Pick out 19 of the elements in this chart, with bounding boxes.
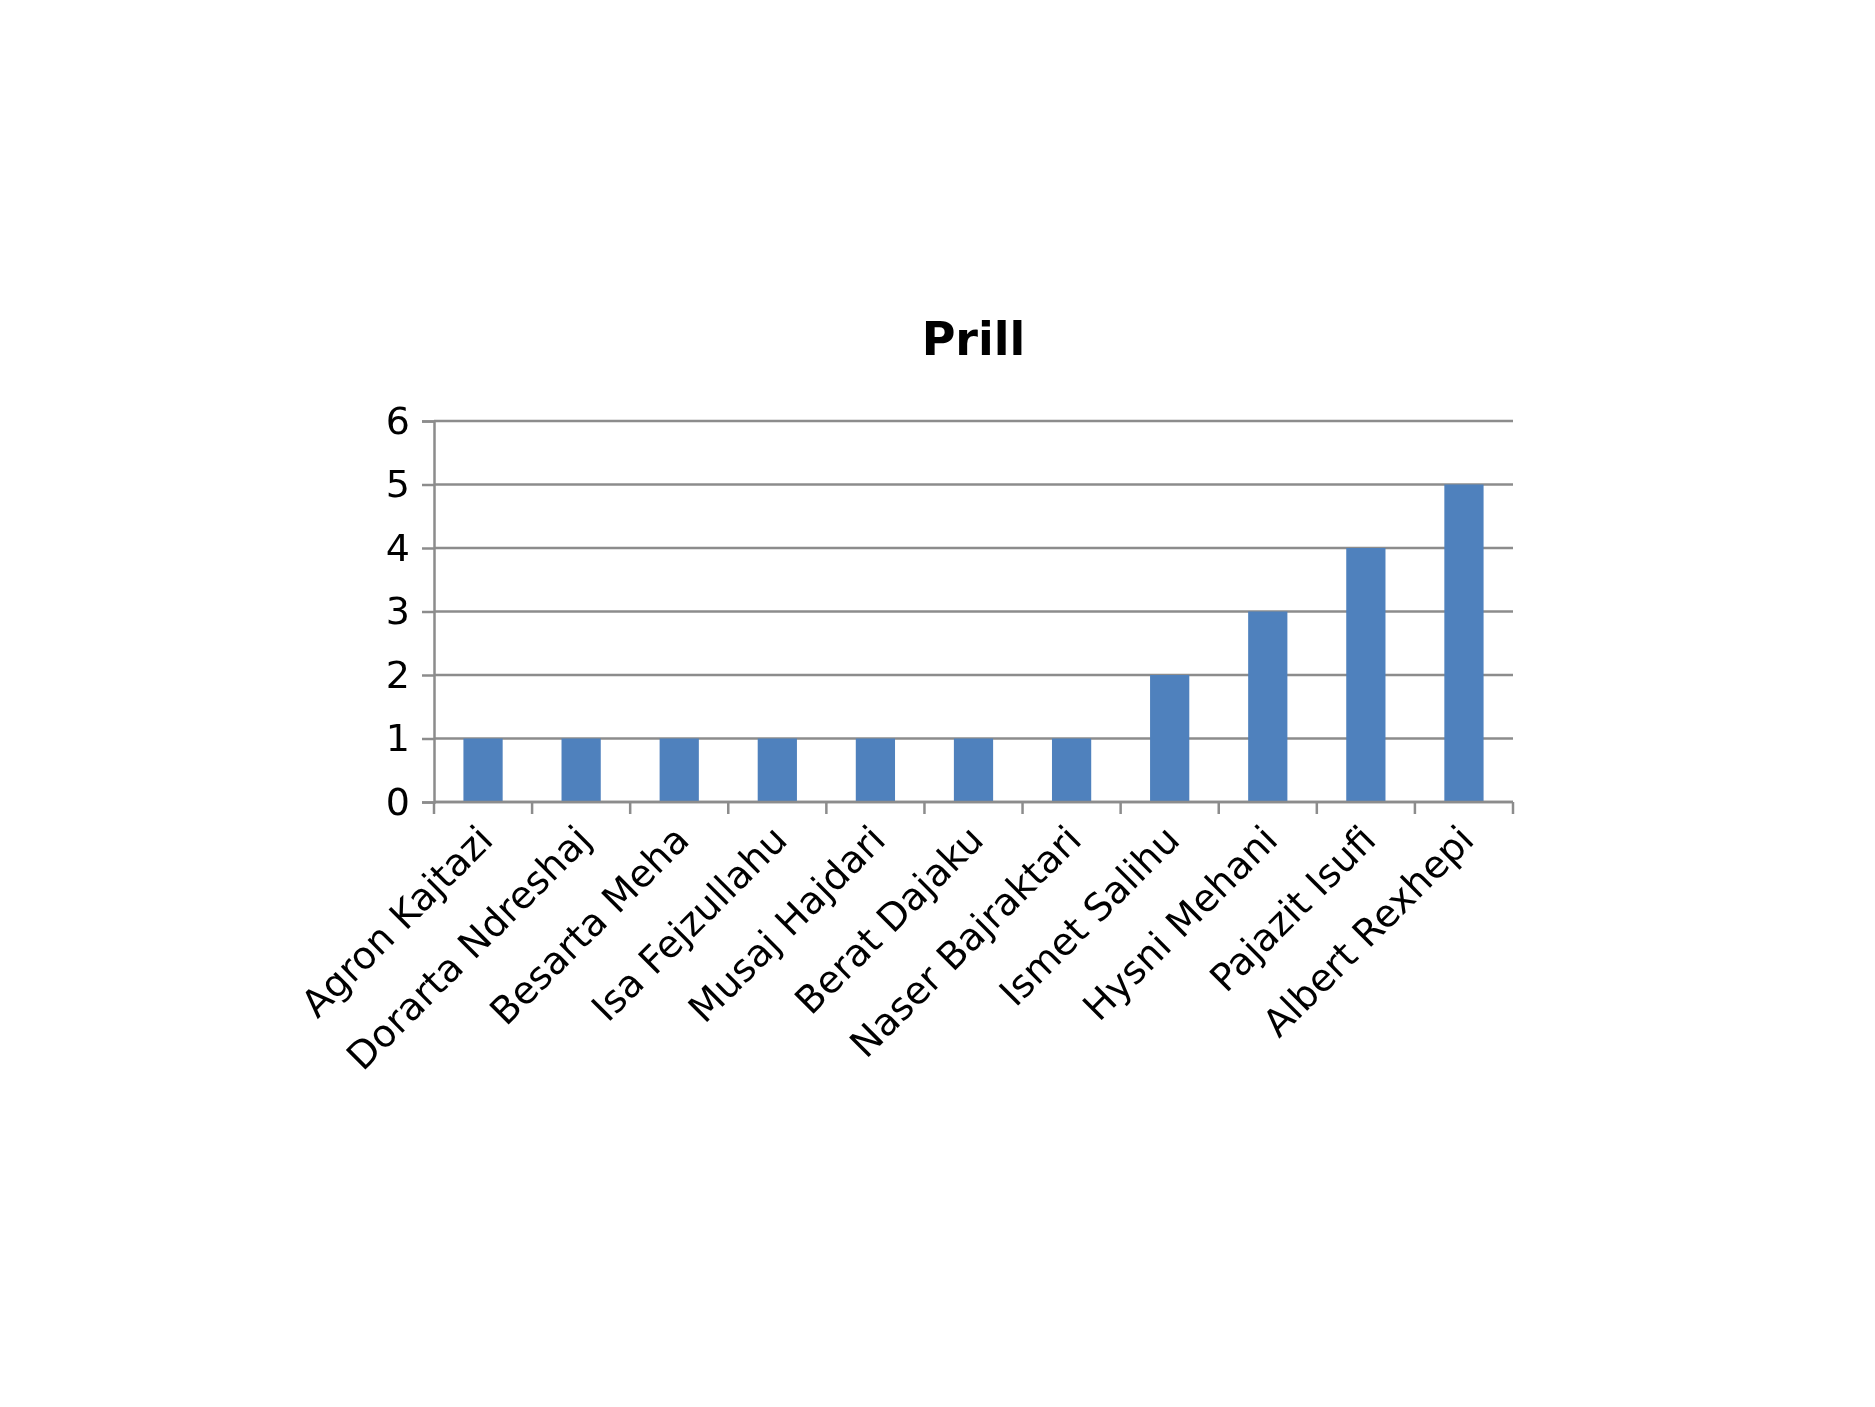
bar — [463, 738, 503, 802]
bar — [757, 738, 797, 802]
y-tick-label: 3 — [385, 589, 410, 634]
bar — [1444, 484, 1484, 802]
y-tick-label: 1 — [385, 716, 410, 761]
bar — [1248, 611, 1288, 802]
bar — [659, 738, 699, 802]
bar — [953, 738, 994, 802]
y-tick-label: 5 — [385, 462, 410, 507]
bar — [1346, 548, 1386, 802]
bar — [1150, 675, 1190, 802]
y-tick-label: 6 — [385, 398, 410, 443]
y-tick-label: 4 — [385, 525, 410, 570]
y-tick-label: 2 — [385, 652, 410, 697]
bar — [855, 738, 896, 802]
bar — [1051, 738, 1092, 802]
chart-title: Prill — [921, 312, 1026, 366]
y-tick-label: 0 — [385, 779, 410, 824]
bar — [561, 738, 601, 802]
